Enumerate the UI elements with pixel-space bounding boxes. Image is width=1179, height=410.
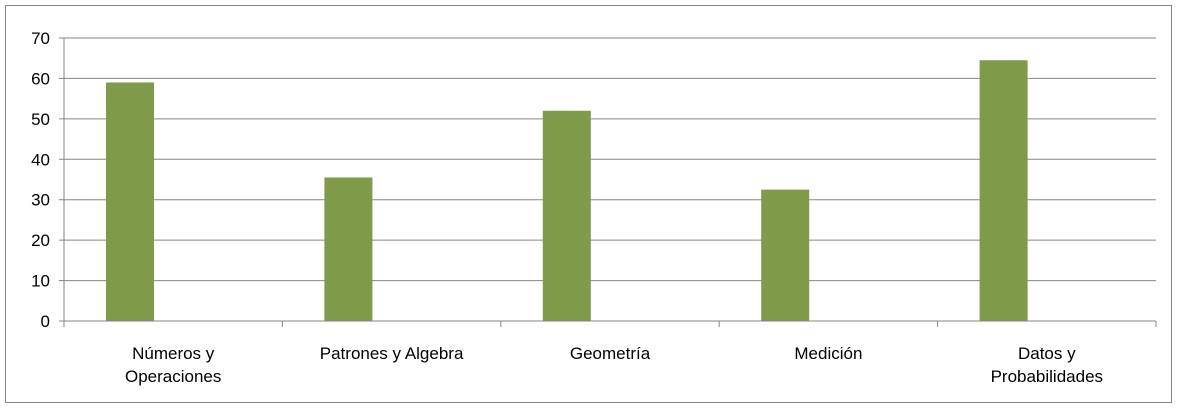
bars — [106, 60, 1028, 322]
x-category-label: Geometría — [570, 344, 651, 363]
x-category-label: Números y Operaciones — [125, 344, 221, 386]
y-tick-label: 30 — [31, 191, 50, 210]
y-tick-label: 0 — [41, 312, 50, 331]
axes — [59, 37, 1157, 327]
y-tick-label: 70 — [31, 29, 50, 48]
y-tick-label: 20 — [31, 231, 50, 250]
bar — [979, 60, 1028, 321]
y-tick-label: 40 — [31, 150, 50, 169]
bar — [761, 189, 810, 321]
bar — [542, 110, 591, 322]
y-tick-label: 60 — [31, 69, 50, 88]
y-tick-label: 50 — [31, 110, 50, 129]
x-category-label: Datos y Probabilidades — [991, 344, 1103, 386]
x-category-label: Patrones y Algebra — [320, 344, 464, 363]
y-tick-label: 10 — [31, 272, 50, 291]
bar — [106, 82, 154, 321]
x-category-labels: Números y Operaciones Patrones y Algebra Ge… — [125, 344, 1103, 386]
y-tick-labels: 0 10 20 30 40 50 60 70 — [31, 29, 50, 331]
x-category-label: Medición — [794, 344, 862, 363]
bar — [324, 177, 373, 321]
gridlines — [64, 37, 1156, 282]
